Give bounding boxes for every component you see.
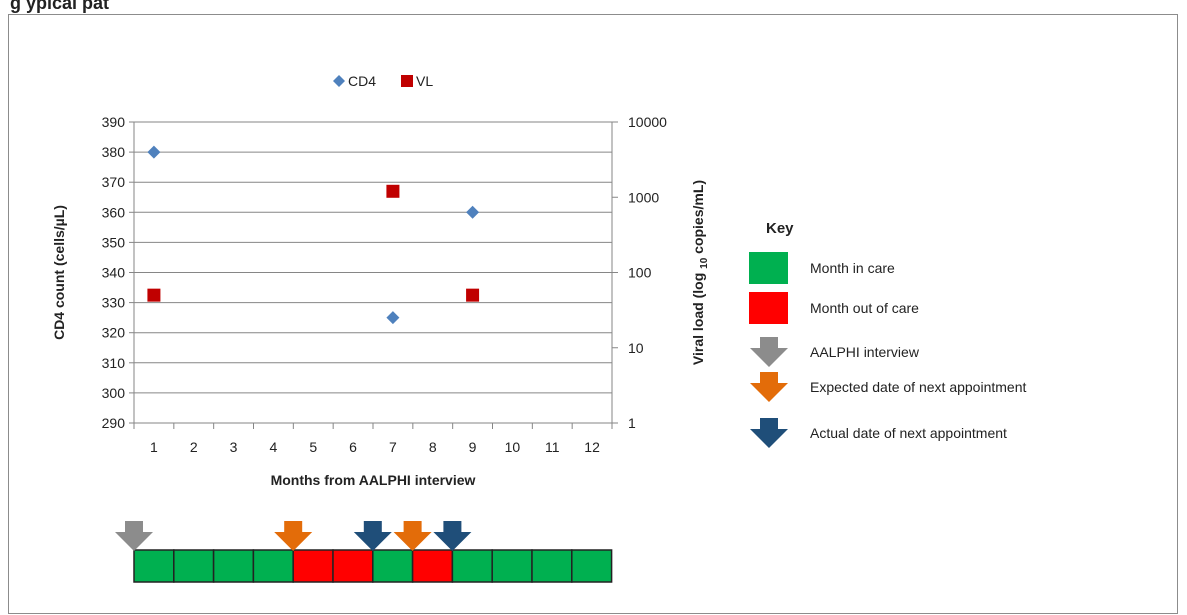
y-right-axis-title-part: copies/mL) — [690, 180, 706, 258]
key-out-of-care-swatch — [749, 292, 788, 324]
cd4-point — [147, 145, 161, 159]
x-tick-label: 5 — [309, 439, 317, 455]
figure-title: g ypical pat — [10, 0, 110, 13]
legend-cd4-marker — [333, 75, 345, 87]
y-right-axis-title-part: Viral load (log — [690, 269, 706, 365]
x-tick-label: 7 — [389, 439, 397, 455]
x-tick-label: 3 — [230, 439, 238, 455]
y-left-tick-label: 320 — [102, 325, 126, 341]
gridlines — [129, 121, 612, 424]
timeline-month-in-care — [571, 549, 613, 583]
timeline-actual-arrow-icon — [353, 521, 392, 551]
legend-vl-label: VL — [416, 73, 433, 89]
y-right-tick-label: 1 — [628, 415, 636, 431]
y-right-tick-label: 1000 — [628, 189, 659, 205]
timeline-month-in-care — [212, 549, 255, 583]
x-axis-title: Months from AALPHI interview — [271, 472, 476, 488]
legend-cd4-label: CD4 — [348, 73, 376, 89]
x-tick-label: 1 — [150, 439, 158, 455]
timeline-interview-arrow-icon — [115, 521, 153, 551]
timeline-month-in-care — [531, 549, 573, 583]
x-tick-label: 2 — [190, 439, 198, 455]
y-left-tick-label: 310 — [102, 355, 126, 371]
x-tick-label: 6 — [349, 439, 357, 455]
key-in-care-swatch — [749, 252, 788, 284]
timeline-expected-arrow-icon — [393, 521, 432, 551]
y-left-tick-label: 380 — [102, 144, 126, 160]
timeline-month-in-care — [372, 549, 414, 583]
y-left-tick-label: 330 — [102, 295, 126, 311]
y-right-axis-title-subscript: 10 — [699, 257, 710, 269]
key-in-label: Month in care — [810, 260, 895, 276]
key-actual-label: Actual date of next appointment — [810, 425, 1007, 441]
x-tick-label: 9 — [469, 439, 477, 455]
cd4-point — [386, 311, 400, 325]
key-interview-label: AALPHI interview — [810, 344, 920, 360]
vl-point — [466, 288, 480, 302]
key-actual-arrow-icon — [750, 418, 788, 448]
cd4-point — [466, 205, 480, 219]
timeline-month-out-of-care — [411, 549, 454, 583]
y-left-tick-label: 390 — [102, 114, 126, 130]
x-tick-label: 11 — [545, 439, 560, 455]
y-left-tick-label: 360 — [102, 204, 126, 220]
y-left-tick-label: 370 — [102, 174, 126, 190]
y-left-tick-label: 340 — [102, 265, 126, 281]
key-out-label: Month out of care — [810, 300, 919, 316]
y-left-tick-label: 300 — [102, 385, 126, 401]
y-right-tick-label: 10000 — [628, 114, 667, 130]
key-interview-arrow-icon — [750, 337, 788, 367]
timeline-month-in-care — [173, 549, 215, 583]
x-tick-label: 4 — [270, 439, 278, 455]
chart-svg: 2903003103203303403503603703803901101001… — [51, 73, 1026, 583]
legend-vl-marker — [401, 75, 413, 87]
timeline-expected-arrow-icon — [274, 521, 313, 551]
timeline-month-in-care — [491, 549, 533, 583]
timeline-month-in-care — [133, 549, 175, 583]
vl-point — [386, 184, 400, 198]
x-tick-label: 8 — [429, 439, 437, 455]
timeline-month-out-of-care — [332, 549, 374, 583]
y-left-axis-title: CD4 count (cells/µL) — [51, 205, 67, 340]
figure-frame: 290 300 310 320 330 340 350 360 370 380 390 1 10 100 1… — [8, 14, 1178, 614]
y-left-tick-label: 290 — [102, 415, 126, 431]
y-left-tick-label: 350 — [102, 234, 126, 250]
timeline-actual-arrow-icon — [433, 521, 472, 551]
timeline-month-in-care — [252, 549, 294, 583]
vl-point — [147, 288, 161, 302]
key-title: Key — [766, 220, 794, 237]
y-right-tick-label: 10 — [628, 340, 644, 356]
x-tick-label: 12 — [584, 439, 600, 455]
timeline-month-in-care — [451, 549, 493, 583]
y-right-tick-label: 100 — [628, 265, 652, 281]
y-right-axis-title: Viral load (log 10 copies/mL) — [690, 180, 710, 365]
key-expected-label: Expected date of next appointment — [810, 379, 1026, 395]
x-tick-label: 10 — [505, 439, 521, 455]
key-expected-arrow-icon — [750, 372, 788, 402]
timeline-month-out-of-care — [292, 549, 334, 583]
